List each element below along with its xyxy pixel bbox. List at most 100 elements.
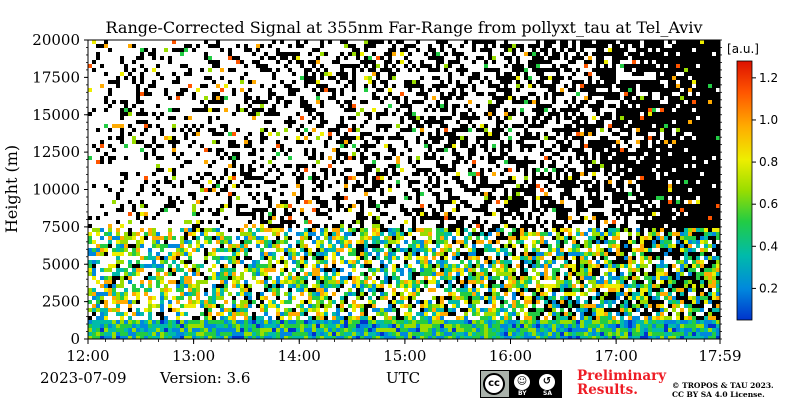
heatmap-cell [424,52,428,56]
heatmap-cell [244,96,248,100]
heatmap-cell [252,264,256,268]
heatmap-cell [320,252,324,256]
heatmap-cell [544,176,548,180]
heatmap-cell [416,180,420,184]
heatmap-cell [380,264,384,268]
heatmap-cell [264,284,268,288]
heatmap-cell [508,72,512,76]
heatmap-cell [364,328,368,332]
heatmap-cell [536,168,540,172]
heatmap-cell [172,108,176,112]
heatmap-cell [192,192,196,196]
heatmap-cell [360,332,364,336]
heatmap-cell [432,256,436,260]
heatmap-cell [560,264,564,268]
heatmap-cell [264,172,268,176]
heatmap-cell [500,260,504,264]
heatmap-cell [584,316,588,320]
heatmap-cell [180,320,184,324]
heatmap-cell [220,232,224,236]
heatmap-cell [344,152,348,156]
heatmap-cell [580,288,584,292]
heatmap-cell [504,252,508,256]
heatmap-cell [332,256,336,260]
heatmap-cell [356,296,360,300]
heatmap-cell [272,84,276,88]
heatmap-cell [516,200,520,204]
heatmap-cell [508,96,512,100]
heatmap-cell [248,104,252,108]
heatmap-cell [540,292,544,296]
heatmap-cell [164,320,168,324]
heatmap-cell [280,220,284,224]
heatmap-cell [260,328,264,332]
heatmap-cell [340,240,344,244]
heatmap-cell [388,200,392,204]
heatmap-cell [424,140,428,144]
heatmap-cell [392,288,396,292]
heatmap-cell [244,176,248,180]
heatmap-cell [376,112,380,116]
heatmap-cell [528,144,532,148]
heatmap-cell [564,292,568,296]
heatmap-cell [296,240,300,244]
heatmap-cell [544,108,548,112]
heatmap-cell [176,252,180,256]
heatmap-cell [168,60,172,64]
heatmap-cell [552,144,556,148]
heatmap-cell [124,296,128,300]
heatmap-cell [592,288,596,292]
heatmap-cell [452,312,456,316]
heatmap-cell [508,48,512,52]
heatmap-cell [432,56,436,60]
heatmap-cell [176,48,180,52]
heatmap-cell [276,48,280,52]
heatmap-cell [392,232,396,236]
heatmap-cell [404,232,408,236]
heatmap-cell [540,244,544,248]
heatmap-cell [176,80,180,84]
heatmap-cell [532,324,536,328]
heatmap-cell [436,184,440,188]
heatmap-cell [116,76,120,80]
heatmap-cell [436,236,440,240]
heatmap-cell [520,160,524,164]
heatmap-cell [572,148,576,152]
heatmap-cell [436,56,440,60]
heatmap-cell [280,172,284,176]
heatmap-cell [584,168,588,172]
heatmap-cell [564,44,568,48]
heatmap-cell [576,276,580,280]
heatmap-cell [268,320,272,324]
heatmap-cell [188,296,192,300]
heatmap-cell [196,180,200,184]
heatmap-cell [428,300,432,304]
heatmap-cell [212,176,216,180]
heatmap-cell [344,196,348,200]
heatmap-cell [332,244,336,248]
heatmap-cell [380,80,384,84]
heatmap-cell [580,280,584,284]
heatmap-cell [532,336,536,339]
heatmap-cell [336,236,340,240]
heatmap-cell [88,252,92,256]
heatmap-cell [340,52,344,56]
heatmap-cell [504,192,508,196]
heatmap-cell [552,84,556,88]
heatmap-cell [216,84,220,88]
heatmap-cell [400,152,404,156]
heatmap-cell [380,284,384,288]
heatmap-cell [256,48,260,52]
heatmap-cell [248,112,252,116]
heatmap-cell [572,264,576,268]
heatmap-cell [440,236,444,240]
heatmap-cell [320,320,324,324]
heatmap-cell [480,168,484,172]
heatmap-cell [256,192,260,196]
heatmap-cell [364,44,368,48]
heatmap-cell [108,92,112,96]
heatmap-cell [132,60,136,64]
heatmap-cell [136,84,140,88]
heatmap-cell [236,280,240,284]
heatmap-cell [528,132,532,136]
